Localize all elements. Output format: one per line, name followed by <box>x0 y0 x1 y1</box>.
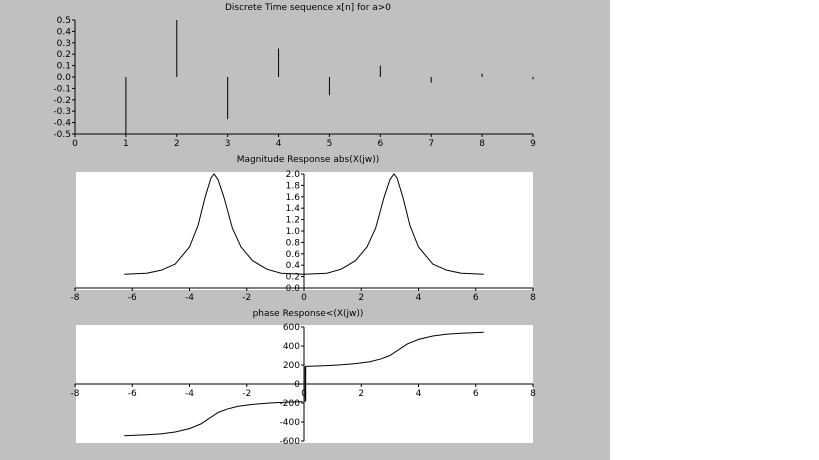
chart0-ytick-label: -0.4 <box>53 119 71 129</box>
chart2-xtick-label: 6 <box>473 389 479 399</box>
chart1-ytick-label: 0.8 <box>286 238 301 248</box>
chart2-ytick-label: 0 <box>294 380 300 390</box>
chart2-ytick-label: -400 <box>280 418 301 428</box>
chart1-ytick-label: 1.8 <box>286 181 301 191</box>
chart1-xtick-label: -2 <box>242 293 251 303</box>
chart0-xtick-label: 1 <box>123 139 129 149</box>
chart1-xtick-label: 8 <box>530 293 536 303</box>
chart2-title: phase Response<(X(jw)) <box>253 309 364 319</box>
chart0-xtick-label: 3 <box>225 139 231 149</box>
chart1-xtick-label: -4 <box>185 293 194 303</box>
chart0-xtick-label: 0 <box>72 139 78 149</box>
chart1-ytick-label: 0.4 <box>286 261 301 271</box>
chart0-ytick-label: 0.3 <box>57 39 71 49</box>
chart0-xtick-label: 8 <box>479 139 485 149</box>
chart0-xtick-label: 2 <box>174 139 180 149</box>
chart0-ytick-label: -0.1 <box>53 84 71 94</box>
chart0-xtick-label: 7 <box>428 139 434 149</box>
chart1-xtick-label: -8 <box>71 293 80 303</box>
chart1-xtick-label: 0 <box>301 293 307 303</box>
chart1-series-line <box>124 173 484 275</box>
chart0-ytick-label: 0.4 <box>57 27 72 37</box>
chart0-ytick-label: -0.2 <box>53 96 71 106</box>
chart1-ytick-label: 1.2 <box>286 216 300 226</box>
chart1-ytick-label: 0.2 <box>286 273 300 283</box>
chart1-xtick-label: 4 <box>416 293 422 303</box>
chart1-title: Magnitude Response abs(X(jw)) <box>237 155 380 165</box>
chart2-series-line <box>124 331 484 437</box>
chart1-ytick-label: 0.0 <box>286 284 301 294</box>
chart1-ytick-label: 1.0 <box>286 227 301 237</box>
chart0-xtick-label: 4 <box>276 139 282 149</box>
chart0-ytick-label: 0.2 <box>57 50 71 60</box>
chart2-ytick-label: -600 <box>280 437 301 447</box>
chart2-xtick-label: 0 <box>301 389 307 399</box>
chart0-ytick-label: -0.5 <box>53 130 71 140</box>
chart0-xtick-label: 5 <box>327 139 333 149</box>
chart2-ytick-label: 600 <box>283 323 300 333</box>
chart1-xtick-label: 6 <box>473 293 479 303</box>
chart0-xtick-label: 9 <box>530 139 536 149</box>
chart2-xtick-label: -6 <box>128 389 137 399</box>
chart0-title: Discrete Time sequence x[n] for a>0 <box>225 3 391 13</box>
chart2-ytick-label: 400 <box>283 342 300 352</box>
chart2-xtick-label: -8 <box>71 389 80 399</box>
figure-canvas: Discrete Time sequence x[n] for a>0 0.5 0.… <box>0 0 610 460</box>
chart1-xtick-label: 2 <box>358 293 364 303</box>
chart0-ytick-label: 0.0 <box>57 73 72 83</box>
chart2-xtick-label: 4 <box>416 389 422 399</box>
chart1-xtick-label: -6 <box>128 293 137 303</box>
chart1-ytick-label: 0.6 <box>286 250 301 260</box>
chart0-ytick-label: 0.1 <box>57 62 71 72</box>
plots-svg: Discrete Time sequence x[n] for a>00.50.… <box>53 3 536 447</box>
chart2-xtick-label: -4 <box>185 389 194 399</box>
chart2-ytick-label: 200 <box>283 361 300 371</box>
chart0-ytick-label: -0.3 <box>53 107 71 117</box>
chart2-xtick-label: -2 <box>242 389 251 399</box>
chart0-ytick-label: 0.5 <box>57 16 71 26</box>
chart1-ytick-label: 1.6 <box>286 193 301 203</box>
chart2-xtick-label: 8 <box>530 389 536 399</box>
chart0-xtick-label: 6 <box>377 139 383 149</box>
chart2-ytick-label: -200 <box>280 399 301 409</box>
chart2-xtick-label: 2 <box>358 389 364 399</box>
chart1-ytick-label: 2.0 <box>286 170 301 180</box>
chart1-ytick-label: 1.4 <box>286 204 301 214</box>
